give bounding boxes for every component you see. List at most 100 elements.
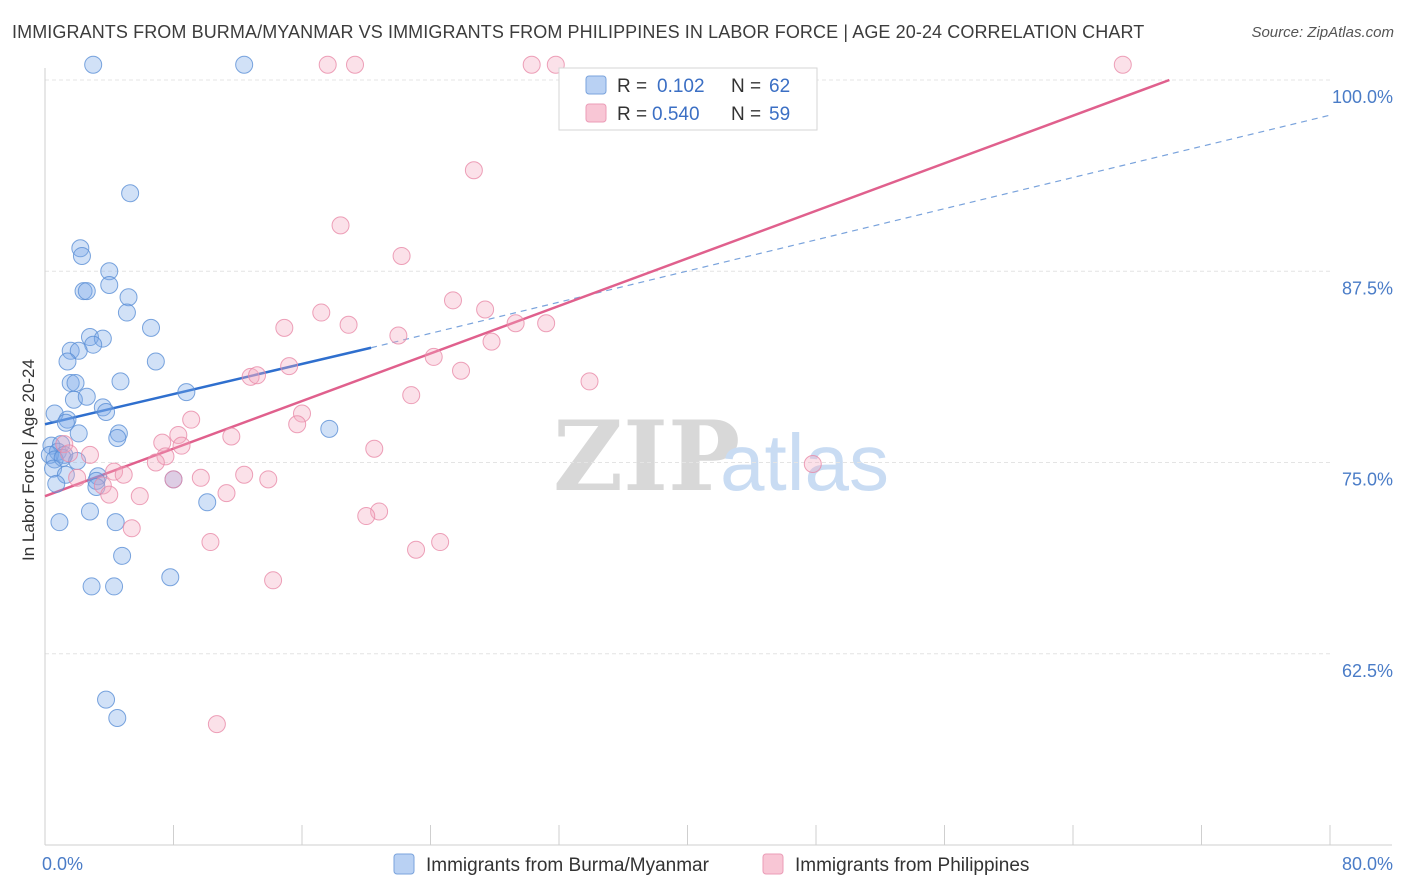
point-philippines-17 — [424, 347, 443, 366]
trend-line-burma — [44, 346, 372, 426]
point-philippines-5 — [464, 161, 483, 180]
point-burma-3 — [71, 239, 90, 258]
point-burma-7 — [77, 282, 96, 301]
point-philippines-12 — [537, 314, 556, 333]
point-philippines-27 — [222, 427, 241, 446]
data-points — [40, 55, 1132, 734]
point-philippines-51 — [122, 519, 141, 538]
point-philippines-20 — [241, 367, 260, 386]
point-burma-17 — [58, 352, 77, 371]
point-burma-2 — [121, 184, 140, 203]
point-philippines-9 — [476, 300, 495, 319]
point-philippines-6 — [331, 216, 350, 235]
point-philippines-0 — [318, 55, 337, 74]
stats-legend: R = 0.102 N = 62 R = 0.540 N = 59 — [558, 67, 818, 131]
point-burma-43 — [56, 465, 75, 484]
legend-n-value-2: 59 — [769, 104, 790, 125]
point-philippines-54 — [407, 540, 426, 559]
point-burma-24 — [77, 387, 96, 406]
trend-line-burma-extended — [370, 114, 1331, 349]
trend-line-philippines — [44, 78, 1170, 498]
point-burma-26 — [97, 403, 116, 422]
point-philippines-48 — [130, 487, 149, 506]
point-burma-0 — [84, 55, 103, 74]
point-philippines-56 — [207, 715, 226, 734]
point-philippines-33 — [156, 447, 175, 466]
point-burma-1 — [235, 55, 254, 74]
point-philippines-29 — [153, 433, 172, 452]
point-philippines-2 — [522, 55, 541, 74]
point-philippines-40 — [235, 465, 254, 484]
point-philippines-32 — [365, 439, 384, 458]
point-philippines-42 — [191, 468, 210, 487]
point-burma-21 — [111, 372, 130, 391]
legend-r-value-1: 0.102 — [657, 76, 705, 97]
point-burma-13 — [93, 329, 112, 348]
point-burma-10 — [117, 303, 136, 322]
point-philippines-50 — [357, 507, 376, 526]
x-tick-label-0: 0.0% — [42, 854, 83, 874]
point-burma-30 — [320, 419, 339, 438]
point-burma-55 — [82, 577, 101, 596]
point-philippines-18 — [280, 357, 299, 376]
point-philippines-41 — [68, 468, 87, 487]
y-tick-label-0: 62.5% — [1342, 661, 1393, 681]
point-burma-50 — [80, 502, 99, 521]
y-tick-label-1: 75.0% — [1342, 470, 1393, 490]
point-burma-45 — [87, 471, 106, 490]
point-burma-48 — [47, 474, 66, 493]
point-philippines-16 — [482, 332, 501, 351]
point-philippines-43 — [164, 470, 183, 489]
chart-source: Source: ZipAtlas.com — [1251, 24, 1394, 41]
point-philippines-38 — [105, 462, 124, 481]
point-philippines-30 — [172, 436, 191, 455]
legend-r-value-2: 0.540 — [652, 104, 700, 125]
legend-n-label-1: N = — [731, 76, 761, 97]
point-philippines-26 — [288, 415, 307, 434]
point-philippines-23 — [402, 386, 421, 405]
point-philippines-8 — [443, 291, 462, 310]
point-philippines-10 — [312, 303, 331, 322]
point-philippines-35 — [80, 445, 99, 464]
x-tick-label-1: 80.0% — [1342, 854, 1393, 874]
point-philippines-14 — [339, 315, 358, 334]
point-philippines-37 — [803, 455, 822, 474]
point-burma-28 — [58, 410, 77, 429]
point-burma-58 — [108, 709, 127, 728]
x-tick-labels: 0.0% 80.0% — [42, 854, 1393, 874]
watermark-zip: ZIP — [553, 400, 740, 513]
point-philippines-7 — [392, 246, 411, 265]
point-burma-49 — [198, 493, 217, 512]
point-burma-11 — [142, 318, 161, 337]
y-tick-labels: 62.5% 75.0% 87.5% 100.0% — [1332, 87, 1393, 681]
bottom-legend-swatch-burma — [393, 853, 415, 875]
point-burma-52 — [50, 513, 69, 532]
point-burma-5 — [100, 262, 119, 281]
point-philippines-52 — [201, 533, 220, 552]
bottom-legend-label-philippines: Immigrants from Philippines — [795, 855, 1029, 876]
legend-n-value-1: 62 — [769, 76, 790, 97]
y-tick-label-3: 100.0% — [1332, 87, 1393, 107]
point-burma-57 — [97, 690, 116, 709]
point-philippines-4 — [1113, 55, 1132, 74]
point-burma-31 — [69, 424, 88, 443]
chart-title: IMMIGRANTS FROM BURMA/MYANMAR VS IMMIGRA… — [12, 22, 1145, 42]
point-philippines-15 — [389, 326, 408, 345]
legend-swatch-burma — [585, 75, 607, 95]
point-philippines-1 — [346, 55, 365, 74]
point-philippines-44 — [259, 470, 278, 489]
point-philippines-45 — [93, 476, 112, 495]
point-philippines-13 — [275, 318, 294, 337]
series-legend: Immigrants from Burma/Myanmar Immigrants… — [393, 853, 1029, 876]
point-philippines-31 — [55, 435, 74, 454]
point-burma-56 — [105, 577, 124, 596]
y-axis-label: In Labor Force | Age 20-24 — [19, 359, 38, 561]
point-philippines-19 — [452, 361, 471, 380]
point-burma-20 — [66, 373, 85, 392]
point-philippines-55 — [264, 571, 283, 590]
point-burma-22 — [177, 383, 196, 402]
point-philippines-53 — [431, 533, 450, 552]
point-philippines-11 — [506, 314, 525, 333]
point-burma-53 — [113, 546, 132, 565]
